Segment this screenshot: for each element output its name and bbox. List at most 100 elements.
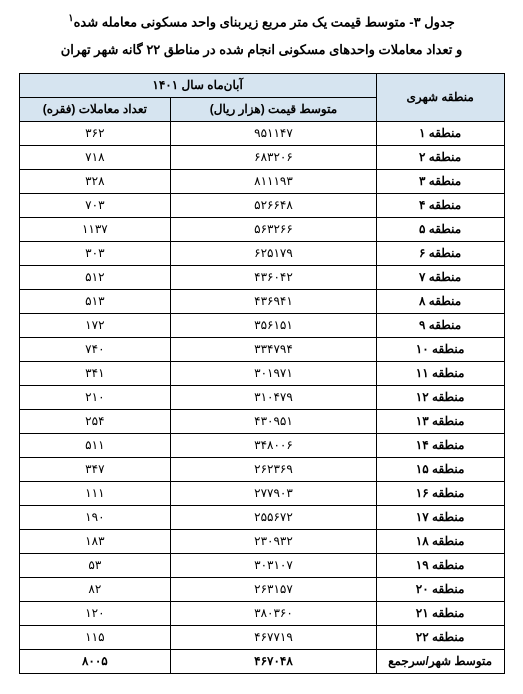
- cell-price: ۲۵۵۶۷۲: [171, 505, 377, 529]
- cell-count: ۳۴۱: [19, 361, 171, 385]
- header-region: منطقه شهری: [376, 73, 504, 121]
- cell-region: منطقه ۲۱: [376, 601, 504, 625]
- table-head: منطقه شهری آبان‌ماه سال ۱۴۰۱ متوسط قیمت …: [19, 73, 504, 121]
- total-label: متوسط شهر/سرجمع: [376, 649, 504, 673]
- cell-price: ۶۸۳۲۰۶: [171, 145, 377, 169]
- cell-count: ۷۱۸: [19, 145, 171, 169]
- cell-region: منطقه ۲: [376, 145, 504, 169]
- table-row: منطقه ۵۵۶۳۲۶۶۱۱۳۷: [19, 217, 504, 241]
- table-row: منطقه ۸۴۳۶۹۴۱۵۱۳: [19, 289, 504, 313]
- cell-region: منطقه ۱: [376, 121, 504, 145]
- table-row: منطقه ۷۴۳۶۰۴۲۵۱۲: [19, 265, 504, 289]
- table-row: منطقه ۲۶۸۳۲۰۶۷۱۸: [19, 145, 504, 169]
- cell-count: ۱۱۳۷: [19, 217, 171, 241]
- table-row: منطقه ۲۱۳۸۰۳۶۰۱۲۰: [19, 601, 504, 625]
- cell-price: ۸۱۱۱۹۳: [171, 169, 377, 193]
- table-row: منطقه ۱۲۳۱۰۴۷۹۲۱۰: [19, 385, 504, 409]
- cell-price: ۲۶۲۳۶۹: [171, 457, 377, 481]
- table-row: منطقه ۳۸۱۱۱۹۳۳۲۸: [19, 169, 504, 193]
- cell-region: منطقه ۱۰: [376, 337, 504, 361]
- table-body: منطقه ۱۹۵۱۱۴۷۳۶۲منطقه ۲۶۸۳۲۰۶۷۱۸منطقه ۳۸…: [19, 121, 504, 649]
- cell-price: ۹۵۱۱۴۷: [171, 121, 377, 145]
- cell-region: منطقه ۱۴: [376, 433, 504, 457]
- title-line-1: جدول ۳- متوسط قیمت یک متر مربع زیربنای و…: [12, 8, 512, 36]
- cell-price: ۳۳۴۷۹۴: [171, 337, 377, 361]
- cell-region: منطقه ۱۸: [376, 529, 504, 553]
- header-row-1: منطقه شهری آبان‌ماه سال ۱۴۰۱: [19, 73, 504, 97]
- title-line-1-text: جدول ۳- متوسط قیمت یک متر مربع زیربنای و…: [74, 14, 455, 29]
- cell-price: ۵۲۶۶۴۸: [171, 193, 377, 217]
- cell-region: منطقه ۲۲: [376, 625, 504, 649]
- cell-count: ۵۱۳: [19, 289, 171, 313]
- table-row: منطقه ۲۰۲۶۳۱۵۷۸۲: [19, 577, 504, 601]
- table-row: منطقه ۱۵۲۶۲۳۶۹۳۴۷: [19, 457, 504, 481]
- cell-region: منطقه ۱۷: [376, 505, 504, 529]
- cell-price: ۳۰۳۱۰۷: [171, 553, 377, 577]
- table-row: منطقه ۱۶۲۷۷۹۰۳۱۱۱: [19, 481, 504, 505]
- cell-count: ۲۵۴: [19, 409, 171, 433]
- cell-count: ۳۶۲: [19, 121, 171, 145]
- table-foot: متوسط شهر/سرجمع ۴۶۷۰۴۸ ۸۰۰۵: [19, 649, 504, 673]
- cell-count: ۵۱۲: [19, 265, 171, 289]
- header-count: تعداد معاملات (فقره): [19, 97, 171, 121]
- table-row: منطقه ۲۲۴۶۷۷۱۹۱۱۵: [19, 625, 504, 649]
- cell-region: منطقه ۱۹: [376, 553, 504, 577]
- total-price: ۴۶۷۰۴۸: [171, 649, 377, 673]
- cell-count: ۷۰۳: [19, 193, 171, 217]
- cell-region: منطقه ۳: [376, 169, 504, 193]
- cell-count: ۷۴۰: [19, 337, 171, 361]
- title-line-2: و تعداد معاملات واحدهای مسکونی انجام شده…: [12, 36, 512, 63]
- table-row: منطقه ۹۳۵۶۱۵۱۱۷۲: [19, 313, 504, 337]
- cell-count: ۱۱۱: [19, 481, 171, 505]
- cell-price: ۵۶۳۲۶۶: [171, 217, 377, 241]
- cell-price: ۴۳۶۰۴۲: [171, 265, 377, 289]
- cell-region: منطقه ۱۵: [376, 457, 504, 481]
- total-count: ۸۰۰۵: [19, 649, 171, 673]
- table-row: منطقه ۱۸۲۳۰۹۳۲۱۸۳: [19, 529, 504, 553]
- cell-price: ۲۳۰۹۳۲: [171, 529, 377, 553]
- cell-count: ۳۴۷: [19, 457, 171, 481]
- data-table: منطقه شهری آبان‌ماه سال ۱۴۰۱ متوسط قیمت …: [19, 73, 505, 674]
- cell-region: منطقه ۱۶: [376, 481, 504, 505]
- cell-price: ۶۲۵۱۷۹: [171, 241, 377, 265]
- table-row: منطقه ۱۷۲۵۵۶۷۲۱۹۰: [19, 505, 504, 529]
- cell-region: منطقه ۷: [376, 265, 504, 289]
- cell-count: ۱۲۰: [19, 601, 171, 625]
- cell-count: ۳۰۳: [19, 241, 171, 265]
- cell-count: ۱۱۵: [19, 625, 171, 649]
- table-row: منطقه ۱۰۳۳۴۷۹۴۷۴۰: [19, 337, 504, 361]
- cell-count: ۳۲۸: [19, 169, 171, 193]
- cell-price: ۴۳۰۹۵۱: [171, 409, 377, 433]
- header-period: آبان‌ماه سال ۱۴۰۱: [19, 73, 376, 97]
- title-block: جدول ۳- متوسط قیمت یک متر مربع زیربنای و…: [12, 8, 512, 63]
- cell-count: ۵۳: [19, 553, 171, 577]
- cell-price: ۳۸۰۳۶۰: [171, 601, 377, 625]
- cell-price: ۲۶۳۱۵۷: [171, 577, 377, 601]
- cell-region: منطقه ۴: [376, 193, 504, 217]
- cell-region: منطقه ۹: [376, 313, 504, 337]
- cell-price: ۳۴۸۰۰۶: [171, 433, 377, 457]
- cell-count: ۸۲: [19, 577, 171, 601]
- cell-count: ۱۹۰: [19, 505, 171, 529]
- table-row: منطقه ۴۵۲۶۶۴۸۷۰۳: [19, 193, 504, 217]
- cell-region: منطقه ۱۲: [376, 385, 504, 409]
- cell-count: ۱۸۳: [19, 529, 171, 553]
- table-row: منطقه ۱۴۳۴۸۰۰۶۵۱۱: [19, 433, 504, 457]
- cell-price: ۴۳۶۹۴۱: [171, 289, 377, 313]
- cell-price: ۴۶۷۷۱۹: [171, 625, 377, 649]
- header-price: متوسط قیمت (هزار ریال): [171, 97, 377, 121]
- table-row: منطقه ۱۱۳۰۱۹۷۱۳۴۱: [19, 361, 504, 385]
- table-row: منطقه ۶۶۲۵۱۷۹۳۰۳: [19, 241, 504, 265]
- cell-price: ۳۱۰۴۷۹: [171, 385, 377, 409]
- table-wrapper: جدول ۳- متوسط قیمت یک متر مربع زیربنای و…: [12, 0, 512, 694]
- cell-price: ۳۰۱۹۷۱: [171, 361, 377, 385]
- cell-region: منطقه ۵: [376, 217, 504, 241]
- cell-region: منطقه ۱۳: [376, 409, 504, 433]
- cell-region: منطقه ۲۰: [376, 577, 504, 601]
- cell-region: منطقه ۶: [376, 241, 504, 265]
- table-row: منطقه ۱۳۴۳۰۹۵۱۲۵۴: [19, 409, 504, 433]
- cell-region: منطقه ۱۱: [376, 361, 504, 385]
- table-row: منطقه ۱۹۳۰۳۱۰۷۵۳: [19, 553, 504, 577]
- table-row: منطقه ۱۹۵۱۱۴۷۳۶۲: [19, 121, 504, 145]
- cell-region: منطقه ۸: [376, 289, 504, 313]
